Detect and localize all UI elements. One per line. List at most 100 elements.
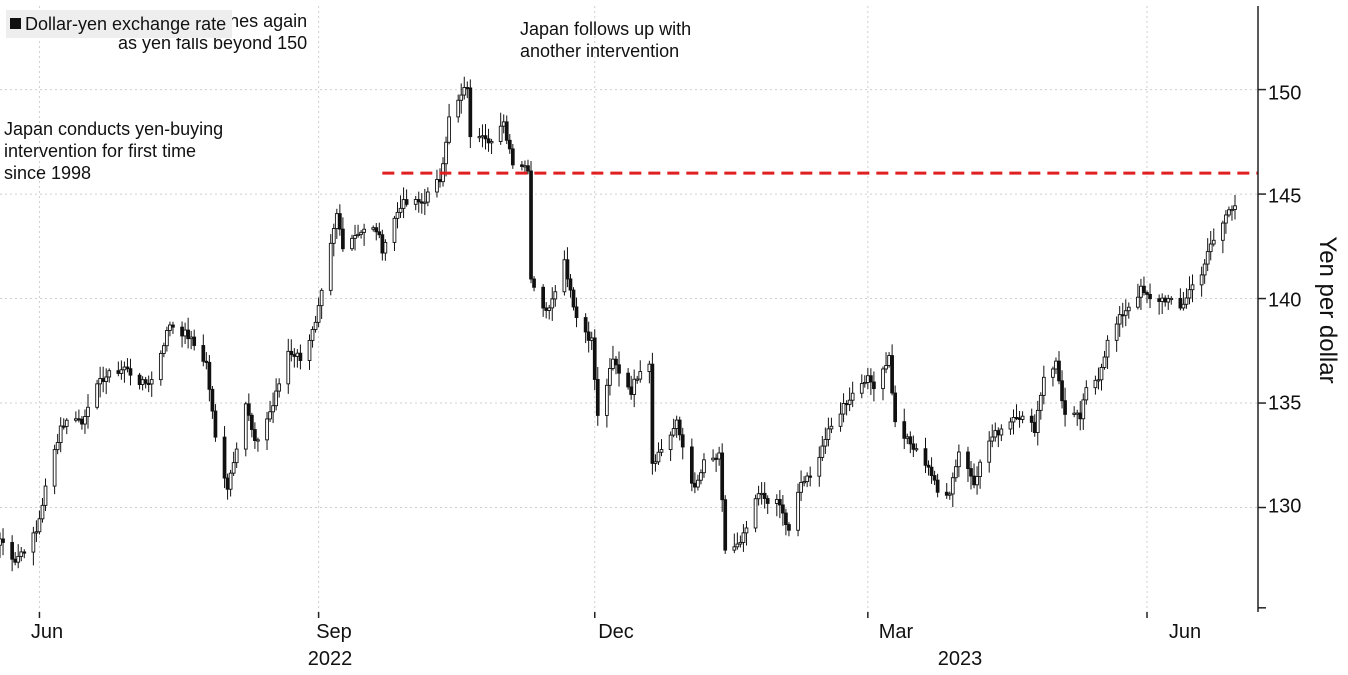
candle-body xyxy=(501,121,506,127)
candle-body xyxy=(796,491,800,531)
candle-body xyxy=(1,538,5,543)
candle-body xyxy=(847,399,852,405)
candle-body xyxy=(268,411,272,420)
candle-body xyxy=(817,456,822,477)
candle-body xyxy=(1008,421,1013,430)
candle-body xyxy=(908,436,913,445)
candle-body xyxy=(632,378,637,395)
candle-body xyxy=(498,125,503,142)
candle-body xyxy=(401,199,406,209)
candle-body xyxy=(504,121,509,141)
candle-body xyxy=(978,461,982,477)
candle-body xyxy=(1199,274,1204,286)
x-year-label: 2022 xyxy=(307,648,353,670)
candle-body xyxy=(859,383,864,394)
candle-body xyxy=(128,368,133,376)
x-year-label: 2023 xyxy=(937,648,983,670)
candle-body xyxy=(140,379,145,385)
candle-body xyxy=(168,324,172,331)
candle-body xyxy=(1017,417,1022,420)
candle-body xyxy=(571,289,576,308)
candle-body xyxy=(589,337,594,341)
candle-body xyxy=(447,116,451,143)
x-tick-label: Jun xyxy=(30,621,64,643)
candle-body xyxy=(969,468,973,477)
candle-body xyxy=(359,231,363,235)
candle-body xyxy=(865,375,870,383)
candle-body xyxy=(319,289,324,307)
candle-body xyxy=(95,383,99,408)
annotation-first-intervention: Japan conducts yen-buying intervention f… xyxy=(4,119,224,183)
candle-body xyxy=(40,504,45,520)
candle-body xyxy=(881,368,885,390)
candle-body xyxy=(893,392,897,423)
candle-body xyxy=(480,135,485,138)
candle-body xyxy=(271,405,275,413)
candle-body xyxy=(122,366,127,371)
candle-body xyxy=(328,242,333,291)
candle-body xyxy=(107,370,112,378)
candle-body xyxy=(550,298,555,309)
candle-body xyxy=(950,477,955,495)
candle-body xyxy=(307,339,312,361)
legend-label: Dollar-yen exchange rate xyxy=(25,14,227,34)
candle-body xyxy=(957,451,961,468)
candle-body xyxy=(371,227,376,230)
candle-body xyxy=(186,329,190,340)
candle-body xyxy=(1205,251,1210,265)
candle-body xyxy=(826,428,831,440)
candle-body xyxy=(605,384,609,416)
candle-body xyxy=(341,228,345,250)
candle-body xyxy=(162,345,166,354)
candle-body xyxy=(243,403,248,450)
candle-body xyxy=(996,430,1001,436)
candle-body xyxy=(1233,205,1237,210)
candle-body xyxy=(802,481,806,484)
candle-body xyxy=(1057,360,1061,382)
candle-body xyxy=(762,492,767,499)
candle-body xyxy=(1157,298,1161,302)
candle-body xyxy=(1105,339,1110,358)
candle-body xyxy=(544,307,549,311)
candle-body xyxy=(1051,368,1055,378)
candle-body xyxy=(759,492,764,496)
candle-body xyxy=(1054,360,1058,370)
candle-body xyxy=(944,491,949,496)
candle-body xyxy=(993,430,998,438)
candle-body xyxy=(753,498,758,529)
candle-body xyxy=(183,329,187,337)
candle-body xyxy=(462,87,467,96)
candle-body xyxy=(74,418,78,421)
candle-body xyxy=(693,482,697,488)
candle-body xyxy=(52,449,57,487)
candle-body xyxy=(13,558,18,563)
candle-body xyxy=(562,259,567,293)
y-tick-label: 140 xyxy=(1268,289,1302,312)
candle-body xyxy=(1038,394,1043,411)
candle-body xyxy=(1072,412,1077,415)
candle-body xyxy=(714,457,718,460)
candle-body xyxy=(820,445,825,458)
candle-body xyxy=(553,291,558,300)
candle-body xyxy=(911,443,916,450)
candle-body xyxy=(395,211,400,219)
candle-body xyxy=(422,201,427,204)
candle-body xyxy=(483,135,488,140)
candle-body xyxy=(1078,412,1083,420)
candle-body xyxy=(277,383,282,392)
x-axis-ticks xyxy=(38,612,1148,618)
candle-body xyxy=(808,475,813,478)
candle-body xyxy=(723,499,728,551)
candle-body xyxy=(256,439,260,442)
candle-body xyxy=(887,355,891,366)
candle-body xyxy=(1041,376,1046,396)
candle-body xyxy=(680,434,685,448)
x-tick-label: Jun xyxy=(1168,621,1202,643)
candle-body xyxy=(635,378,640,381)
candle-body xyxy=(972,475,976,486)
candle-body xyxy=(890,355,894,394)
candle-body xyxy=(37,518,42,533)
candle-body xyxy=(990,436,995,442)
candle-body xyxy=(526,165,530,172)
candle-body xyxy=(647,363,652,373)
